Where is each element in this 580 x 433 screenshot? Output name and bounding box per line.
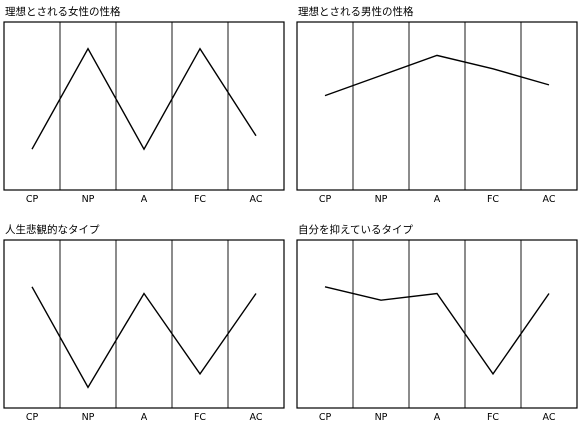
chart-pessimistic: CP NP A FC AC (0, 218, 290, 433)
x-tick-label: NP (82, 194, 95, 205)
x-tick-label: FC (194, 194, 206, 205)
x-tick-label: AC (250, 412, 263, 423)
x-tick-label: CP (26, 194, 39, 205)
x-tick-label: AC (543, 412, 556, 423)
x-tick-label: FC (487, 194, 499, 205)
plot-frame (4, 240, 284, 408)
plot-frame (297, 22, 577, 190)
chart-self-suppressing: CP NP A FC AC (293, 218, 580, 433)
x-tick-label: A (141, 194, 148, 205)
chart-ideal-male: CP NP A FC AC (293, 0, 580, 215)
x-tick-label: FC (487, 412, 499, 423)
x-tick-label: AC (250, 194, 263, 205)
plot-frame (297, 240, 577, 408)
series-line (325, 287, 549, 374)
x-tick-label: NP (375, 194, 388, 205)
series-line (325, 55, 549, 95)
x-tick-label: CP (319, 412, 332, 423)
chart-ideal-female: CP NP A FC AC (0, 0, 290, 215)
series-line (32, 49, 256, 150)
series-line (32, 287, 256, 388)
x-tick-label: A (434, 412, 441, 423)
x-tick-label: NP (375, 412, 388, 423)
x-tick-label: AC (543, 194, 556, 205)
plot-frame (4, 22, 284, 190)
x-tick-label: A (141, 412, 148, 423)
x-tick-label: FC (194, 412, 206, 423)
x-tick-label: A (434, 194, 441, 205)
x-tick-label: CP (319, 194, 332, 205)
x-tick-label: CP (26, 412, 39, 423)
x-tick-label: NP (82, 412, 95, 423)
